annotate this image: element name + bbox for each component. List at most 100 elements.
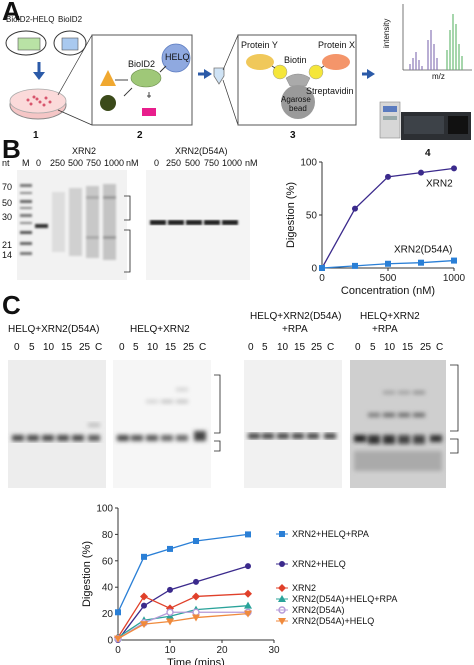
step-number-3: 3	[290, 130, 296, 141]
legend-label: XRN2(D54A)+HELQ	[292, 616, 374, 626]
time-label: 10	[43, 342, 55, 353]
x-tick-label: 20	[216, 645, 228, 656]
lane-250: 250	[50, 158, 66, 168]
gel-b-title-xrn2: XRN2	[72, 146, 97, 156]
lane-500: 500	[68, 158, 84, 168]
series-label: XRN2	[426, 178, 453, 189]
time-label: 25	[183, 342, 195, 353]
data-point	[418, 169, 424, 176]
panel-c-gels	[8, 360, 459, 488]
time-label: C	[199, 342, 207, 353]
gel-c-title-1: HELQ+XRN2(D54A)	[8, 324, 100, 335]
bead-label-agarose: Agarose	[281, 95, 311, 104]
marker-14: 14	[2, 250, 13, 260]
bead-label-protein-y: Protein Y	[241, 40, 278, 50]
time-label: 25	[311, 342, 323, 353]
lane-750: 750	[86, 158, 102, 168]
x-tick-label: 500	[380, 273, 397, 284]
bait-label-helq: BioID2-HELQ	[6, 15, 55, 24]
legend-label: XRN2+HELQ+RPA	[292, 529, 369, 539]
series-line	[117, 605, 249, 638]
data-point	[167, 586, 173, 593]
lane-r-0: 0	[154, 158, 160, 168]
panel-a-schematic	[5, 4, 472, 140]
y-axis-label: Digestion (%)	[81, 541, 93, 607]
nt-label: nt	[2, 158, 10, 168]
marker-30: 30	[2, 212, 13, 222]
data-point	[140, 592, 148, 601]
data-point	[319, 265, 325, 271]
data-point	[192, 608, 200, 616]
time-label: 5	[262, 342, 268, 353]
series-label: XRN2(D54A)	[394, 245, 452, 256]
data-point	[244, 601, 252, 609]
bait-label-bioid2: BioID2	[58, 15, 83, 24]
time-label: 0	[355, 342, 361, 353]
x-tick-label: 1000	[443, 273, 466, 284]
gel-b-title-xrn2-d54a: XRN2(D54A)	[175, 146, 228, 156]
marker-70: 70	[2, 182, 13, 192]
data-point	[115, 609, 121, 616]
data-point	[385, 260, 391, 267]
time-label: 0	[119, 342, 125, 353]
step-number-2: 2	[137, 130, 143, 141]
bead-label-streptavidin: Streptavidin	[306, 86, 354, 96]
x-tick-label: 0	[115, 645, 121, 656]
data-point	[193, 538, 199, 544]
panel-b-gels	[17, 170, 250, 280]
time-label: C	[327, 342, 335, 353]
data-point	[245, 531, 251, 538]
lane-r-500: 500	[185, 158, 201, 168]
time-label: C	[95, 342, 103, 353]
data-point	[141, 602, 147, 609]
time-label: 15	[165, 342, 177, 353]
complex-label-helq: HELQ	[165, 52, 190, 62]
x-axis-label: Concentration (nM)	[341, 285, 435, 297]
data-point	[192, 592, 200, 601]
data-point	[244, 589, 252, 598]
gel-c-title-3-rpa: +RPA	[282, 324, 308, 335]
time-label: 25	[79, 342, 91, 353]
panel-a-letter: A	[2, 0, 21, 26]
time-label: 25	[420, 342, 432, 353]
time-label: 15	[294, 342, 306, 353]
panel-c-letter: C	[2, 290, 21, 320]
lane-r-750: 750	[204, 158, 220, 168]
data-point	[451, 165, 457, 172]
x-axis-label: Time (mins)	[167, 657, 225, 665]
data-point	[166, 608, 174, 616]
time-label: 5	[29, 342, 35, 353]
time-label: 10	[147, 342, 159, 353]
lane-0: 0	[36, 158, 42, 168]
lane-1000: 1000	[104, 158, 125, 168]
data-point	[352, 205, 358, 212]
y-tick-label: 100	[300, 158, 317, 169]
chart-time: 0 20 40 60 80 100 0 10 20 30 Time (mins) Digestion …	[81, 504, 397, 665]
time-label: 5	[370, 342, 376, 353]
y-tick-label: 60	[102, 556, 114, 567]
data-point	[192, 614, 200, 622]
gel-c-title-4: HELQ+XRN2	[360, 311, 420, 322]
data-point	[352, 262, 358, 269]
time-label: 10	[384, 342, 396, 353]
marker-lane-label: M	[22, 158, 30, 168]
complex-label-bioid2: BioID2	[128, 59, 156, 69]
x-tick-label: 30	[268, 645, 280, 656]
gel-c-title-4-rpa: +RPA	[372, 324, 398, 335]
y-axis-label: Digestion (%)	[285, 182, 297, 248]
time-label: 15	[402, 342, 414, 353]
bead-label-biotin: Biotin	[284, 55, 307, 65]
legend-label: XRN2(D54A)	[292, 605, 345, 615]
series-line	[117, 533, 249, 613]
y-tick-label: 20	[102, 609, 114, 620]
time-label: 0	[14, 342, 20, 353]
step-number-1: 1	[33, 130, 39, 141]
time-label: 5	[133, 342, 139, 353]
y-tick-label: 100	[96, 504, 113, 515]
ms-axis-x-label: m/z	[432, 72, 445, 81]
time-label: C	[436, 342, 444, 353]
data-point	[193, 578, 199, 585]
data-point	[140, 621, 148, 629]
time-label: 15	[61, 342, 73, 353]
